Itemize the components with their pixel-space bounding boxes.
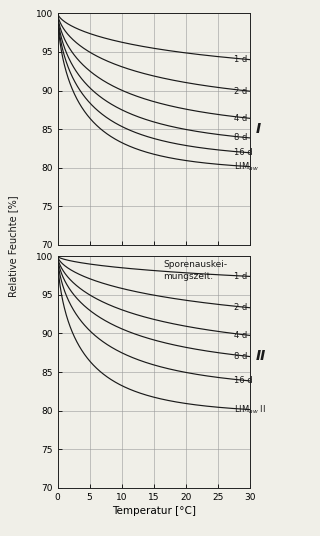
Text: 4 d: 4 d [234, 331, 247, 340]
Text: 4 d: 4 d [234, 114, 247, 123]
Text: 2 d: 2 d [234, 87, 247, 95]
Text: 8 d: 8 d [234, 133, 247, 143]
Text: 2 d: 2 d [234, 303, 247, 312]
Text: Relative Feuchte [%]: Relative Feuchte [%] [8, 196, 18, 297]
Text: II: II [256, 349, 266, 363]
Text: I: I [256, 122, 261, 136]
Text: 1 d: 1 d [234, 55, 247, 64]
X-axis label: Temperatur [°C]: Temperatur [°C] [112, 506, 196, 516]
Text: LIM$_{aw}$: LIM$_{aw}$ [234, 160, 259, 173]
Text: LIM$_{aw}$ II: LIM$_{aw}$ II [234, 403, 266, 416]
Text: 1 d: 1 d [234, 272, 247, 281]
Text: Sporenauskei-
mungszeit:: Sporenauskei- mungszeit: [163, 260, 227, 281]
Text: 8 d: 8 d [234, 352, 247, 361]
Text: 16 d: 16 d [234, 148, 252, 157]
Text: 16 d: 16 d [234, 376, 252, 385]
